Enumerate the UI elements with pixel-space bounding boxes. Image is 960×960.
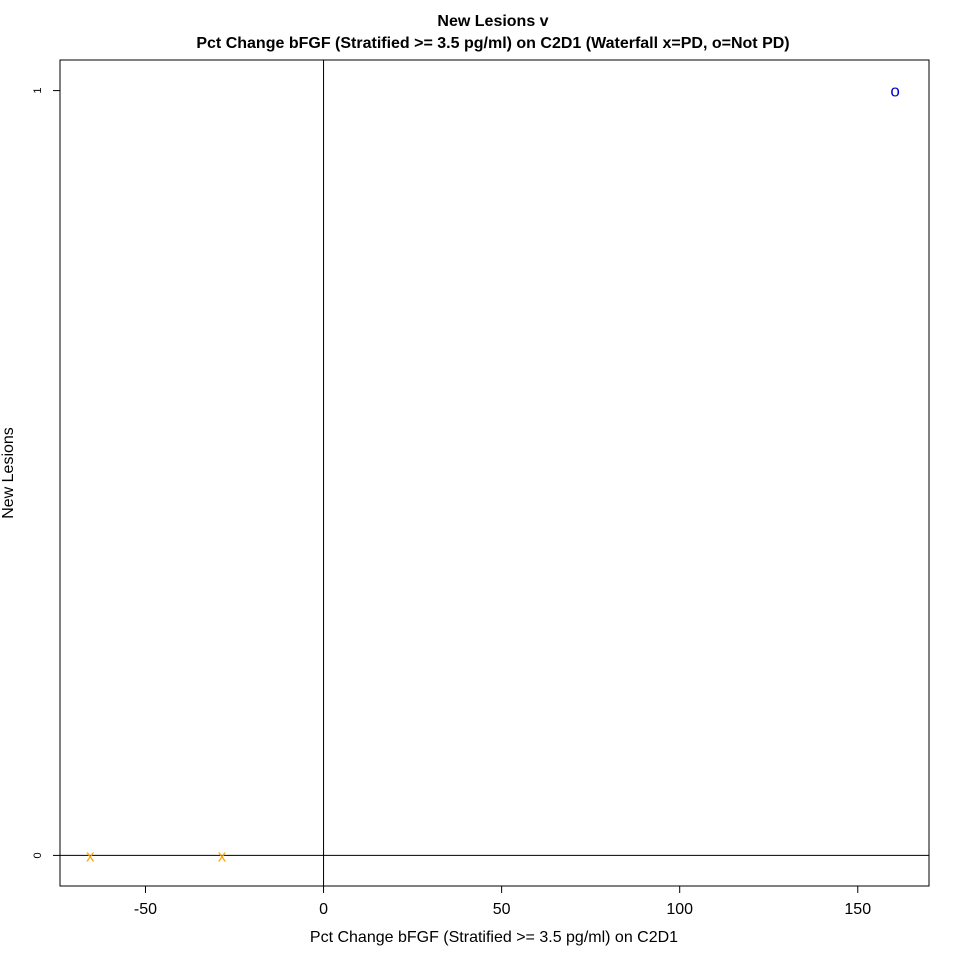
x-axis-label: Pct Change bFGF (Stratified >= 3.5 pg/ml… <box>310 929 678 946</box>
x-tick-label: -50 <box>134 901 157 918</box>
reference-lines <box>60 60 929 886</box>
y-tick-label: 1 <box>32 88 44 94</box>
not-pd-point-o-marker: o <box>890 82 899 101</box>
x-axis: -50 0 50 100 150 <box>134 886 871 918</box>
y-axis-label: New Lesions <box>0 427 17 519</box>
x-tick-label: 50 <box>493 901 511 918</box>
pd-point-x-marker: x <box>86 846 95 865</box>
x-tick-label: 150 <box>844 901 871 918</box>
y-tick-label: 0 <box>32 852 44 858</box>
data-points: x x o <box>86 82 900 866</box>
y-axis: 01 <box>32 88 60 858</box>
x-tick-label: 100 <box>666 901 693 918</box>
plot-area-frame <box>59 59 930 887</box>
chart-subtitle: Pct Change bFGF (Stratified >= 3.5 pg/ml… <box>196 35 789 52</box>
pd-point-x-marker: x <box>218 846 227 865</box>
chart-title: New Lesions v <box>437 13 548 30</box>
x-tick-label: 0 <box>319 901 328 918</box>
